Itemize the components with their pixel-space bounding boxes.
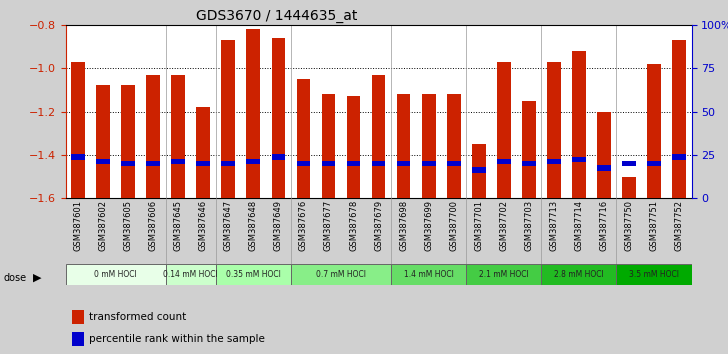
Bar <box>397 161 411 166</box>
Bar <box>71 154 85 160</box>
Bar <box>197 161 210 166</box>
Bar <box>197 107 210 198</box>
Text: GSM387605: GSM387605 <box>124 200 132 251</box>
Text: GSM387750: GSM387750 <box>625 200 633 251</box>
Text: GSM387703: GSM387703 <box>524 200 534 251</box>
Bar <box>322 161 336 166</box>
Text: GSM387716: GSM387716 <box>599 200 609 251</box>
Bar <box>472 144 486 198</box>
Bar <box>497 159 510 164</box>
Bar <box>672 40 686 198</box>
Bar <box>447 94 461 198</box>
Bar <box>171 75 185 198</box>
Text: 0.35 mM HOCl: 0.35 mM HOCl <box>226 270 281 279</box>
Bar <box>622 161 636 166</box>
Bar <box>522 101 536 198</box>
Bar <box>221 40 235 198</box>
Bar <box>272 38 285 198</box>
Bar <box>72 332 84 346</box>
Text: GSM387677: GSM387677 <box>324 200 333 251</box>
Text: GSM387601: GSM387601 <box>74 200 82 251</box>
Bar <box>296 161 310 166</box>
Bar <box>542 264 617 285</box>
Bar <box>547 62 561 198</box>
Text: GSM387679: GSM387679 <box>374 200 383 251</box>
Bar <box>122 86 135 198</box>
Bar <box>597 112 611 198</box>
Text: 2.1 mM HOCl: 2.1 mM HOCl <box>479 270 529 279</box>
Text: GSM387647: GSM387647 <box>223 200 233 251</box>
Bar <box>66 264 166 285</box>
Bar <box>296 79 310 198</box>
Text: GSM387702: GSM387702 <box>499 200 508 251</box>
Bar <box>247 159 260 164</box>
Bar <box>347 161 360 166</box>
Text: GSM387649: GSM387649 <box>274 200 283 251</box>
Bar <box>597 165 611 171</box>
Text: 2.8 mM HOCl: 2.8 mM HOCl <box>554 270 604 279</box>
Text: 0.14 mM HOCl: 0.14 mM HOCl <box>163 270 218 279</box>
Bar <box>96 86 110 198</box>
Text: percentile rank within the sample: percentile rank within the sample <box>90 334 265 344</box>
Text: GSM387714: GSM387714 <box>574 200 583 251</box>
Bar <box>322 94 336 198</box>
Bar <box>466 264 542 285</box>
Text: dose: dose <box>4 273 27 283</box>
Bar <box>391 264 466 285</box>
Bar <box>71 62 85 198</box>
Bar <box>617 264 692 285</box>
Bar <box>291 264 391 285</box>
Bar <box>547 159 561 164</box>
Bar <box>647 161 661 166</box>
Bar <box>647 64 661 198</box>
Bar <box>522 161 536 166</box>
Text: GSM387752: GSM387752 <box>675 200 684 251</box>
Bar <box>422 161 435 166</box>
Text: transformed count: transformed count <box>90 312 186 322</box>
Text: GSM387645: GSM387645 <box>174 200 183 251</box>
Bar <box>622 177 636 198</box>
Bar <box>422 94 435 198</box>
Bar <box>572 51 586 198</box>
Text: ▶: ▶ <box>33 273 41 283</box>
Bar <box>247 29 260 198</box>
Bar <box>146 161 160 166</box>
Text: GDS3670 / 1444635_at: GDS3670 / 1444635_at <box>196 9 357 23</box>
Bar <box>96 159 110 164</box>
Bar <box>397 94 411 198</box>
Text: GSM387699: GSM387699 <box>424 200 433 251</box>
Bar <box>472 167 486 173</box>
Text: GSM387676: GSM387676 <box>299 200 308 251</box>
Bar <box>497 62 510 198</box>
Text: GSM387602: GSM387602 <box>98 200 108 251</box>
Text: GSM387700: GSM387700 <box>449 200 458 251</box>
Text: GSM387648: GSM387648 <box>249 200 258 251</box>
Text: GSM387701: GSM387701 <box>474 200 483 251</box>
Bar <box>215 264 291 285</box>
Bar <box>72 310 84 324</box>
Text: GSM387678: GSM387678 <box>349 200 358 251</box>
Text: GSM387698: GSM387698 <box>399 200 408 251</box>
Bar <box>447 161 461 166</box>
Text: 0 mM HOCl: 0 mM HOCl <box>94 270 137 279</box>
Bar <box>171 159 185 164</box>
Bar <box>122 161 135 166</box>
Bar <box>272 154 285 160</box>
Text: GSM387646: GSM387646 <box>199 200 207 251</box>
Bar <box>347 96 360 198</box>
Bar <box>166 264 215 285</box>
Bar <box>146 75 160 198</box>
Bar <box>221 161 235 166</box>
Text: 1.4 mM HOCl: 1.4 mM HOCl <box>404 270 454 279</box>
Text: 0.7 mM HOCl: 0.7 mM HOCl <box>316 270 366 279</box>
Bar <box>672 154 686 160</box>
Text: GSM387713: GSM387713 <box>550 200 558 251</box>
Text: GSM387751: GSM387751 <box>649 200 659 251</box>
Text: GSM387606: GSM387606 <box>149 200 158 251</box>
Bar <box>572 156 586 162</box>
Bar <box>372 75 385 198</box>
Bar <box>372 161 385 166</box>
Text: 3.5 mM HOCl: 3.5 mM HOCl <box>629 270 679 279</box>
